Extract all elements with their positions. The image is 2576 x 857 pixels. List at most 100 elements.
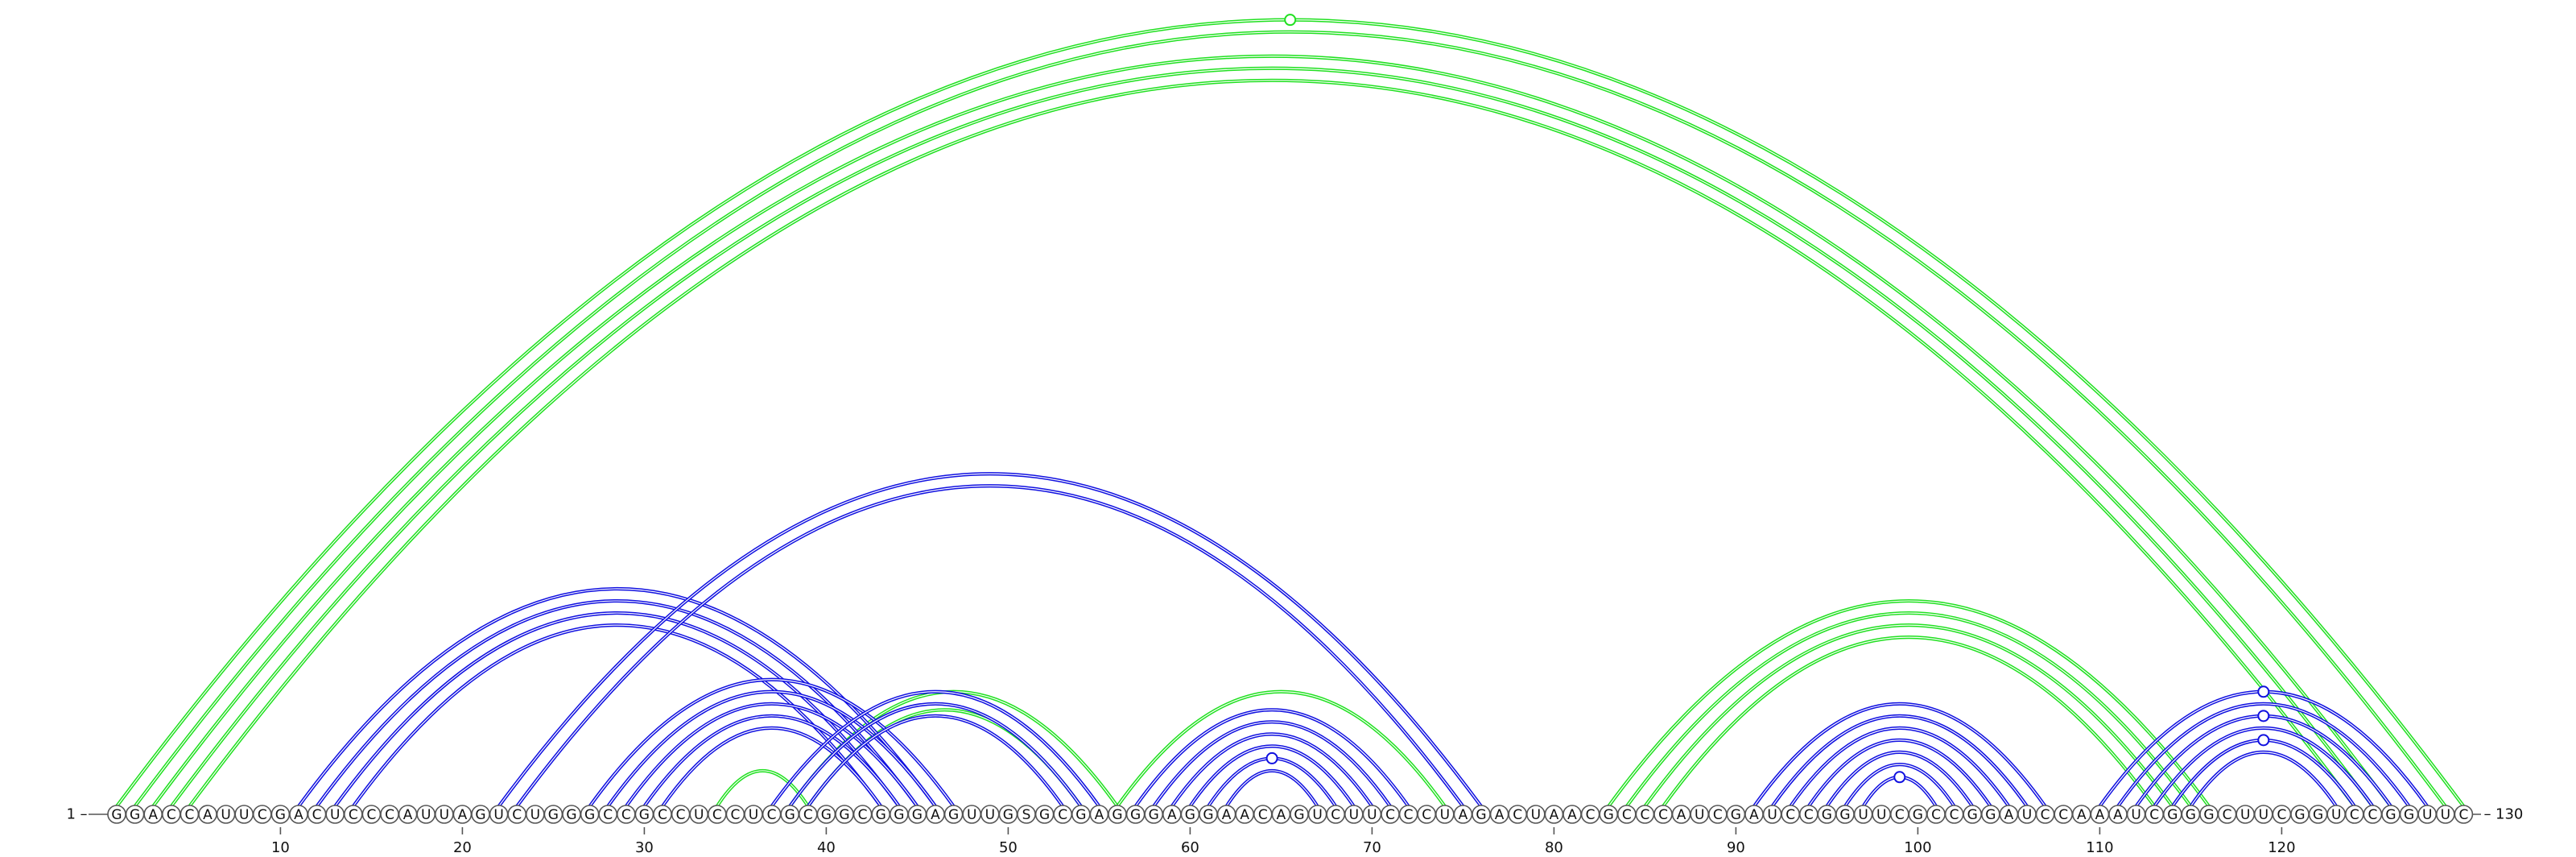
base-pair-arc-core-62-67 [1227,771,1318,806]
nucleotide-letter: U [493,807,503,823]
base-pair-arc-core-2-129 [135,32,2446,806]
nucleotide-81: A [1563,805,1581,823]
nucleotide-letter: G [1913,807,1923,823]
nucleotide-45: G [908,805,926,823]
nucleotide-17: A [399,805,417,823]
nucleotide-letter: U [1440,807,1450,823]
nucleotide-letter: G [2203,807,2214,823]
nucleotide-letter: U [985,807,995,823]
nucleotide-letter: G [1839,807,1850,823]
nucleotide-98: U [1872,805,1890,823]
nucleotide-letter: U [2331,807,2341,823]
nucleotide-18: U [417,805,435,823]
nucleotide-letter: G [1185,807,1195,823]
nucleotide-letter: C [676,807,686,823]
nucleotide-76: G [1472,805,1490,823]
nucleotide-letter: A [1222,807,1232,823]
nucleotide-8: U [235,805,253,823]
base-pair-arc-23-75 [517,486,1463,806]
nucleotide-68: C [1327,805,1344,823]
nucleotide-13: U [326,805,344,823]
nucleotide-letter: C [1258,807,1268,823]
nucleotide-105: A [2000,805,2017,823]
nucleotide-letter: A [2113,807,2123,823]
nucleotide-38: G [781,805,799,823]
nucleotide-106: U [2018,805,2036,823]
base-pair-arc-4-125 [171,68,2373,806]
nucleotide-114: G [2164,805,2182,823]
nucleotide-3: A [144,805,162,823]
nucleotide-79: U [1527,805,1545,823]
nucleotide-letter: G [1149,807,1159,823]
nucleotide-letter: A [294,807,303,823]
nucleotide-letter: G [876,807,886,823]
nucleotide-letter: U [1695,807,1704,823]
nucleotide-47: G [945,805,963,823]
nucleotide-48: U [963,805,980,823]
nucleotide-26: G [563,805,580,823]
nucleotide-letter: G [2167,807,2178,823]
nucleotide-5: C [180,805,198,823]
nucleotide-20: A [453,805,471,823]
nucleotide-letter: C [2149,807,2159,823]
noncanonical-pair-marker-61-68 [1267,753,1278,764]
nucleotide-41: G [836,805,853,823]
nucleotide-letter: C [1804,807,1814,823]
nucleotide-10: G [271,805,289,823]
nucleotide-77: A [1491,805,1509,823]
nucleotide-24: U [526,805,544,823]
position-tick-label: 10 [271,839,290,856]
nucleotide-31: C [654,805,671,823]
nucleotide-69: U [1345,805,1363,823]
base-pair-arc-1-130 [117,20,2463,806]
nucleotide-letter: G [548,807,559,823]
position-tick-label: 50 [999,839,1018,856]
nucleotide-letter: U [1876,807,1886,823]
base-pair-arc-core-3-126 [153,56,2391,806]
base-pair-arc-core-4-125 [171,68,2373,806]
base-pair-arc-core-1-130 [117,20,2463,806]
nucleotide-letter: C [2041,807,2050,823]
nucleotide-32: C [672,805,690,823]
nucleotide-95: G [1818,805,1835,823]
position-tick-label: 60 [1181,839,1199,856]
nucleotide-letter: G [1112,807,1122,823]
nucleotide-59: A [1163,805,1181,823]
nucleotide-letter: G [1039,807,1050,823]
nucleotide-92: U [1764,805,1781,823]
nucleotide-40: G [817,805,835,823]
position-tick-label: 90 [1727,839,1745,856]
nucleotide-letter: A [403,807,413,823]
nucleotide-121: G [2291,805,2309,823]
nucleotide-letter: G [1130,807,1141,823]
nucleotide-letter: G [821,807,832,823]
nucleotide-letter: A [1459,807,1468,823]
nucleotide-30: G [635,805,653,823]
nucleotide-letter: U [1858,807,1868,823]
nucleotide-letter: G [948,807,959,823]
nucleotide-120: C [2273,805,2290,823]
nucleotide-letter: U [2422,807,2432,823]
nucleotide-letter: G [2313,807,2323,823]
nucleotide-letter: C [712,807,722,823]
nucleotide-letter: G [1003,807,1013,823]
nucleotide-letter: C [1622,807,1632,823]
nucleotide-36: U [745,805,762,823]
nucleotide-letter: G [1476,807,1486,823]
end-dash: – [2484,806,2491,823]
nucleotide-33: U [690,805,708,823]
nucleotide-letter: G [130,807,140,823]
nucleotide-letter: G [275,807,286,823]
nucleotide-103: G [1963,805,1981,823]
nucleotide-67: U [1309,805,1327,823]
nucleotide-letter: C [730,807,740,823]
nucleotide-letter: C [312,807,322,823]
nucleotide-1: G [108,805,126,823]
nucleotide-letter: G [566,807,576,823]
nucleotide-letter: G [894,807,904,823]
nucleotide-50: G [999,805,1017,823]
nucleotide-118: U [2236,805,2254,823]
nucleotide-letter: G [2294,807,2305,823]
nucleotide-letter: C [2058,807,2068,823]
nucleotide-125: C [2363,805,2381,823]
